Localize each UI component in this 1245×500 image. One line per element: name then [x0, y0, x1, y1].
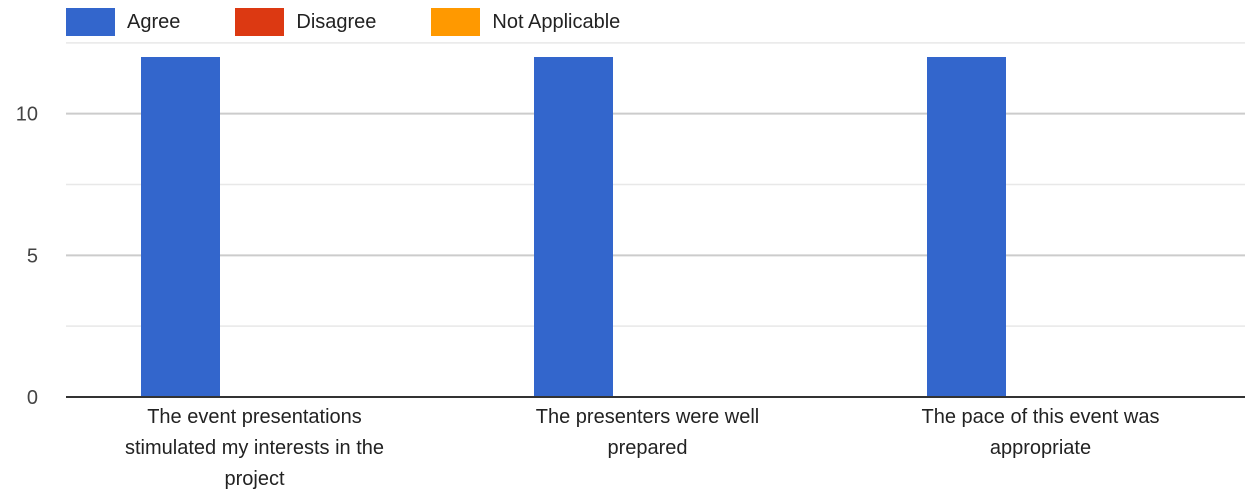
- legend-item: Disagree: [235, 8, 376, 36]
- x-category-label: The event presentations stimulated my int…: [125, 406, 384, 490]
- legend-swatch: [235, 8, 285, 36]
- x-category-label-line: The pace of this event was: [922, 406, 1160, 428]
- legend-item: Not Applicable: [431, 8, 620, 36]
- x-category-label-line: project: [224, 468, 284, 490]
- y-tick-label: 5: [27, 245, 38, 267]
- x-category-label-line: appropriate: [990, 437, 1091, 459]
- legend-label: Disagree: [296, 10, 377, 33]
- bar-agree-3: [927, 57, 1006, 397]
- bar-agree-2: [534, 57, 613, 397]
- y-tick-label: 0: [27, 387, 38, 409]
- x-category-label-line: The event presentations: [147, 406, 362, 428]
- legend-swatch: [431, 8, 481, 36]
- bar-agree-1: [141, 57, 220, 397]
- x-category-label-line: stimulated my interests in the: [125, 437, 384, 459]
- legend-swatch: [66, 8, 115, 36]
- legend-label: Not Applicable: [492, 10, 621, 33]
- x-category-label-line: The presenters were well: [536, 406, 759, 428]
- x-category-label-line: prepared: [607, 437, 687, 459]
- x-category-label: The pace of this event was appropriate: [922, 406, 1160, 459]
- legend-label: Agree: [127, 10, 181, 33]
- chart-legend: Agree Disagree Not Applicable: [66, 7, 675, 37]
- y-tick-label: 10: [16, 104, 38, 126]
- x-category-label: The presenters were well prepared: [536, 406, 759, 459]
- legend-item: Agree: [66, 8, 180, 36]
